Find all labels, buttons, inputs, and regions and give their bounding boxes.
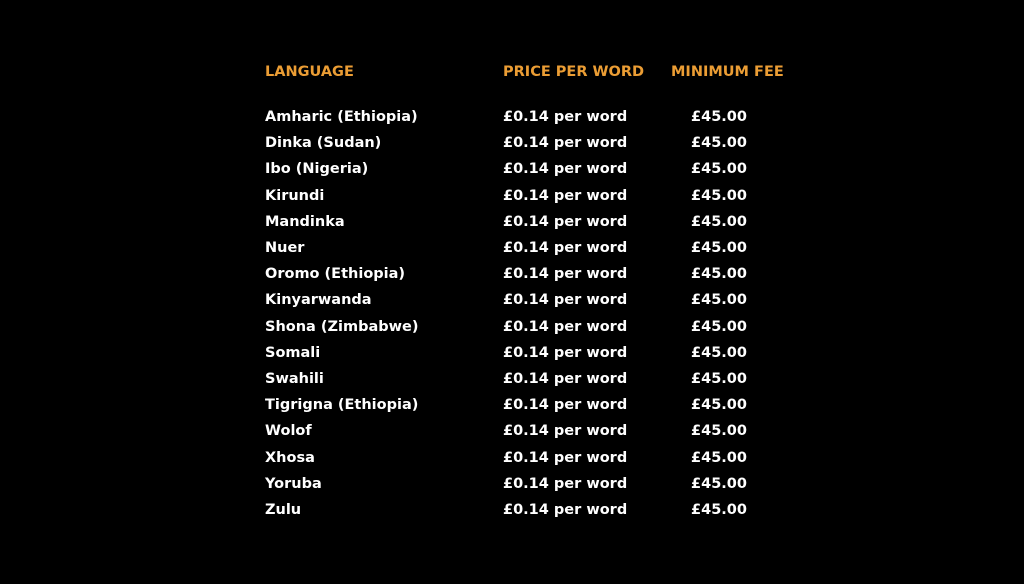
language-cell: Dinka (Sudan) [265,135,382,152]
table-row: Oromo (Ethiopia) £0.14 per word £45.00 [265,261,767,287]
table-body: Amharic (Ethiopia) £0.14 per word £45.00 Di… [265,104,767,523]
fee-cell: £45.00 [691,161,747,178]
price-cell: £0.14 per word [503,240,628,257]
table-row: Kinyarwanda £0.14 per word £45.00 [265,287,767,313]
price-cell: £0.14 per word [503,397,628,414]
fee-cell: £45.00 [691,266,747,283]
fee-cell: £45.00 [691,135,747,152]
pricing-table: LANGUAGE PRICE PER WORD MINIMUM FEE Amha… [265,59,784,523]
price-cell: £0.14 per word [503,161,628,178]
table-row: Dinka (Sudan) £0.14 per word £45.00 [265,130,767,156]
language-cell: Ibo (Nigeria) [265,161,369,178]
price-cell: £0.14 per word [503,109,628,126]
fee-cell: £45.00 [691,370,747,387]
language-cell: Amharic (Ethiopia) [265,109,418,126]
fee-cell: £45.00 [691,344,747,361]
fee-cell: £45.00 [691,475,747,492]
language-cell: Kinyarwanda [265,292,372,309]
language-cell: Yoruba [265,475,322,492]
fee-cell: £45.00 [691,423,747,440]
fee-cell: £45.00 [691,213,747,230]
language-cell: Somali [265,344,321,361]
table-row: Wolof £0.14 per word £45.00 [265,418,767,444]
price-cell: £0.14 per word [503,449,628,466]
table-row: Kirundi £0.14 per word £45.00 [265,183,767,209]
language-cell: Xhosa [265,449,315,466]
fee-cell: £45.00 [691,109,747,126]
fee-cell: £45.00 [691,240,747,257]
table-row: Somali £0.14 per word £45.00 [265,340,767,366]
table-header-price: PRICE PER WORD [503,64,645,80]
table-row: Amharic (Ethiopia) £0.14 per word £45.00 [265,104,767,130]
fee-cell: £45.00 [691,397,747,414]
fee-cell: £45.00 [691,318,747,335]
table-row: Shona (Zimbabwe) £0.14 per word £45.00 [265,314,767,340]
language-cell: Nuer [265,240,305,257]
fee-cell: £45.00 [691,449,747,466]
language-cell: Mandinka [265,213,345,230]
language-cell: Swahili [265,370,324,387]
language-cell: Zulu [265,501,302,518]
price-cell: £0.14 per word [503,318,628,335]
table-row: Yoruba £0.14 per word £45.00 [265,471,767,497]
language-cell: Wolof [265,423,312,440]
language-cell: Tigrigna (Ethiopia) [265,397,419,414]
price-cell: £0.14 per word [503,501,628,518]
table-row: Nuer £0.14 per word £45.00 [265,235,767,261]
price-cell: £0.14 per word [503,187,628,204]
fee-cell: £45.00 [691,501,747,518]
table-row: Tigrigna (Ethiopia) £0.14 per word £45.00 [265,392,767,418]
price-cell: £0.14 per word [503,266,628,283]
fee-cell: £45.00 [691,292,747,309]
price-cell: £0.14 per word [503,423,628,440]
price-cell: £0.14 per word [503,135,628,152]
table-header-fee: MINIMUM FEE [671,64,784,80]
table-row: Xhosa £0.14 per word £45.00 [265,444,767,470]
fee-cell: £45.00 [691,187,747,204]
price-cell: £0.14 per word [503,213,628,230]
language-cell: Shona (Zimbabwe) [265,318,419,335]
table-row: Zulu £0.14 per word £45.00 [265,497,767,523]
table-header-row: LANGUAGE PRICE PER WORD MINIMUM FEE [265,59,784,85]
price-cell: £0.14 per word [503,292,628,309]
table-row: Mandinka £0.14 per word £45.00 [265,209,767,235]
table-header-language: LANGUAGE [265,64,354,80]
price-cell: £0.14 per word [503,344,628,361]
price-cell: £0.14 per word [503,370,628,387]
language-cell: Oromo (Ethiopia) [265,266,406,283]
table-row: Swahili £0.14 per word £45.00 [265,366,767,392]
price-cell: £0.14 per word [503,475,628,492]
table-row: Ibo (Nigeria) £0.14 per word £45.00 [265,156,767,182]
language-cell: Kirundi [265,187,325,204]
